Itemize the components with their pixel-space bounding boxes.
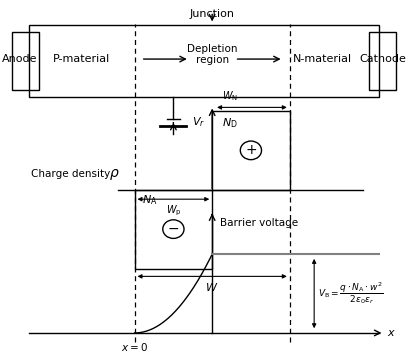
Text: +: + <box>245 142 257 157</box>
Text: $x = 0$: $x = 0$ <box>121 341 148 353</box>
Text: −: − <box>168 221 179 236</box>
Bar <box>369 32 396 90</box>
Text: $V_r$: $V_r$ <box>192 115 205 129</box>
Text: Cathode: Cathode <box>359 54 406 64</box>
Text: $\rho$: $\rho$ <box>109 167 120 182</box>
Text: $x$: $x$ <box>387 328 396 338</box>
Text: Anode: Anode <box>2 54 38 64</box>
Text: $W_{\mathrm{N}}$: $W_{\mathrm{N}}$ <box>222 89 238 103</box>
Text: $W$: $W$ <box>206 281 219 293</box>
Bar <box>135 190 212 268</box>
Text: $W_{\mathrm{p}}$: $W_{\mathrm{p}}$ <box>166 203 181 218</box>
Text: $V_{\mathrm{B}} = \dfrac{q \cdot N_{\mathrm{A}} \cdot w^2}{2\varepsilon_0\vareps: $V_{\mathrm{B}} = \dfrac{q \cdot N_{\mat… <box>318 281 384 306</box>
Text: Junction: Junction <box>190 9 235 19</box>
Bar <box>212 111 290 190</box>
Bar <box>29 25 379 97</box>
Text: $N_{\mathrm{A}}$: $N_{\mathrm{A}}$ <box>142 193 157 207</box>
Text: Depletion
region: Depletion region <box>187 44 237 65</box>
Text: Barrier voltage: Barrier voltage <box>220 218 297 228</box>
Text: $N_{\mathrm{D}}$: $N_{\mathrm{D}}$ <box>222 116 238 130</box>
Text: Charge density: Charge density <box>31 169 110 179</box>
Bar <box>12 32 39 90</box>
Text: N-material: N-material <box>293 54 352 64</box>
Text: P-material: P-material <box>53 54 110 64</box>
